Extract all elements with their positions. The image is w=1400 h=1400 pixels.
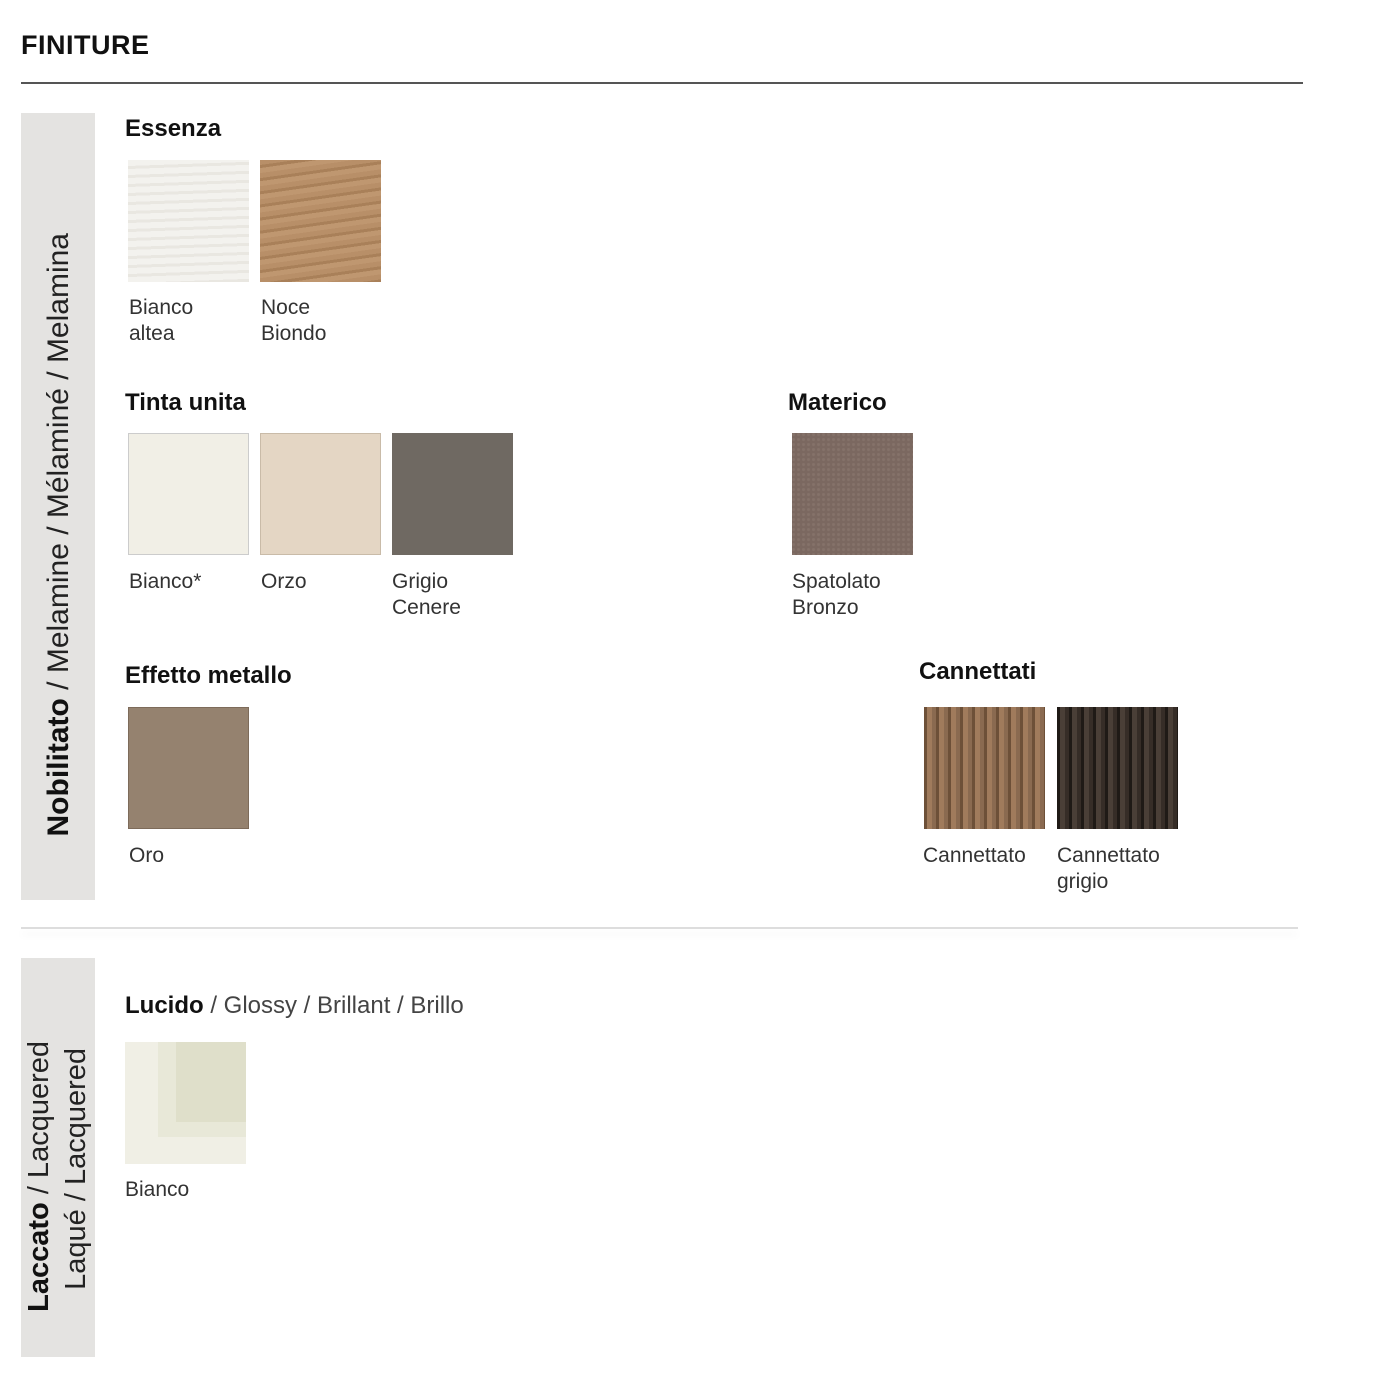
swatch-label: Grigio Cenere bbox=[392, 570, 461, 619]
group-heading-lucido: Lucido / Glossy / Brillant / Brillo bbox=[125, 992, 464, 1020]
swatch-bianco-lucido bbox=[125, 1042, 246, 1164]
group-heading-effetto-metallo: Effetto metallo bbox=[125, 662, 292, 689]
swatch-label: Cannettato grigio bbox=[1057, 844, 1160, 893]
section-label-rest: / Melamine / Mélaminé / Melamina bbox=[42, 232, 75, 698]
section-label-bold: Laccato bbox=[23, 1202, 55, 1312]
swatch-reflection bbox=[176, 1042, 246, 1122]
section-label-panel-laccato: Laccato / Lacquered Laqué / Lacquered bbox=[21, 958, 95, 1357]
group-heading-essenza: Essenza bbox=[125, 115, 222, 142]
section-label-nobilitato: Nobilitato / Melamine / Mélaminé / Melam… bbox=[42, 233, 76, 836]
swatch-label: Bianco altea bbox=[129, 296, 194, 345]
group-heading-cannettati: Cannettati bbox=[919, 658, 1037, 685]
heading-bold: Lucido bbox=[125, 992, 204, 1019]
swatch-bianco bbox=[128, 433, 249, 555]
section-label-bold: Nobilitato bbox=[42, 697, 75, 836]
swatch-label: Cannettato bbox=[923, 844, 1026, 867]
swatch-noce-biondo bbox=[260, 160, 381, 282]
swatch-label: Bianco* bbox=[129, 570, 202, 593]
group-heading-tinta-unita: Tinta unita bbox=[125, 389, 246, 416]
swatch-label: Orzo bbox=[261, 570, 307, 593]
title-divider bbox=[21, 82, 1303, 84]
swatch-label: Noce Biondo bbox=[261, 296, 327, 345]
section-label-panel-nobilitato: Nobilitato / Melamine / Mélaminé / Melam… bbox=[21, 113, 95, 900]
group-heading-materico: Materico bbox=[788, 389, 887, 416]
swatch-label: Bianco bbox=[125, 1178, 190, 1201]
swatch-cannettato bbox=[924, 707, 1045, 829]
swatch-label: Oro bbox=[129, 844, 165, 867]
section-label-laccato-line2: Laqué / Lacquered bbox=[60, 1048, 92, 1290]
page-title: FINITURE bbox=[21, 30, 150, 60]
swatch-oro bbox=[128, 707, 249, 829]
swatch-label: Spatolato Bronzo bbox=[792, 570, 881, 619]
section-label-rest: / Lacquered bbox=[23, 1041, 55, 1203]
swatch-bianco-altea bbox=[128, 160, 249, 282]
heading-rest: / Glossy / Brillant / Brillo bbox=[203, 992, 464, 1019]
swatch-cannettato-grigio bbox=[1057, 707, 1178, 829]
swatch-spatolato-bronzo bbox=[792, 433, 913, 555]
swatch-grigio-cenere bbox=[392, 433, 513, 555]
swatch-orzo bbox=[260, 433, 381, 555]
section-label-laccato: Laccato / Lacquered bbox=[23, 1041, 56, 1312]
section-divider bbox=[21, 927, 1298, 929]
